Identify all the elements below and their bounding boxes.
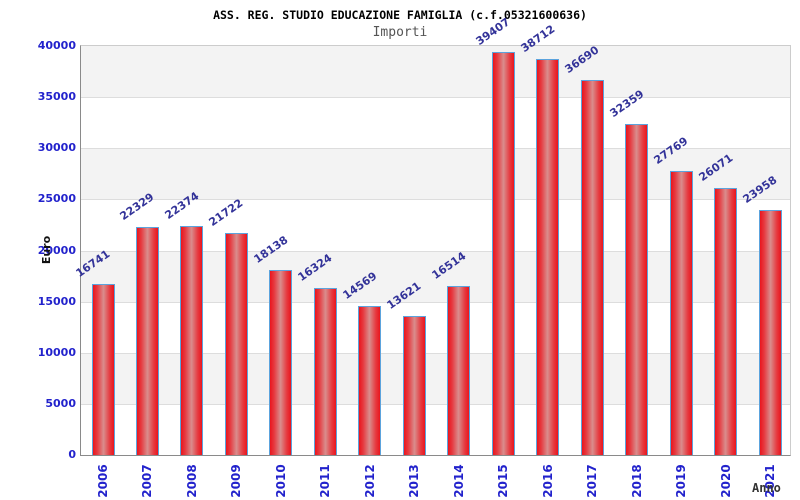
bar-2011 — [314, 288, 337, 455]
y-tick-label: 10000 — [37, 346, 76, 359]
bar-2017 — [581, 80, 604, 455]
x-tick-label: 2011 — [318, 464, 332, 498]
x-tick-label: 2010 — [274, 464, 288, 498]
x-tick-label: 2009 — [229, 464, 243, 498]
gridline — [81, 250, 790, 252]
x-tick-label: 2013 — [407, 464, 421, 498]
y-tick-label: 20000 — [37, 244, 76, 257]
x-tick-label: 2015 — [496, 464, 510, 498]
y-tick-label: 35000 — [37, 90, 76, 103]
gridline — [81, 352, 790, 354]
y-tick-label: 30000 — [37, 141, 76, 154]
y-tick-label: 40000 — [37, 39, 76, 52]
chart-title: ASS. REG. STUDIO EDUCAZIONE FAMIGLIA (c.… — [213, 8, 587, 22]
x-axis-title: Anno — [752, 481, 781, 495]
bar-2010 — [269, 270, 292, 455]
bar-2016 — [536, 59, 559, 455]
y-tick-label: 0 — [68, 448, 76, 461]
bar-2006 — [92, 284, 115, 455]
x-tick-label: 2007 — [140, 464, 154, 498]
bar-2020 — [714, 188, 737, 455]
chart-subtitle: Importi — [372, 25, 428, 40]
gridline — [81, 199, 790, 201]
x-tick-label: 2006 — [96, 464, 110, 498]
bar-2013 — [403, 316, 426, 455]
bar-2021 — [759, 210, 782, 455]
bar-2007 — [136, 227, 159, 455]
x-tick-label: 2012 — [363, 464, 377, 498]
gridline — [81, 301, 790, 303]
y-axis-title: Euro — [40, 235, 53, 265]
gridline — [81, 97, 790, 99]
bar-2018 — [625, 124, 648, 455]
x-tick-label: 2008 — [185, 464, 199, 498]
x-tick-label: 2017 — [585, 464, 599, 498]
background-band — [81, 46, 790, 98]
bar-2014 — [447, 286, 470, 455]
y-tick-label: 5000 — [45, 397, 76, 410]
y-tick-label: 15000 — [37, 295, 76, 308]
bar-2015 — [492, 52, 515, 455]
gridline — [81, 148, 790, 150]
plot-area — [80, 45, 791, 456]
y-tick-label: 25000 — [37, 192, 76, 205]
x-tick-label: 2019 — [674, 464, 688, 498]
bar-2019 — [670, 171, 693, 455]
x-tick-label: 2018 — [630, 464, 644, 498]
gridline — [81, 403, 790, 405]
x-tick-label: 2016 — [541, 464, 555, 498]
bar-2012 — [358, 306, 381, 455]
bar-2009 — [225, 233, 248, 455]
x-tick-label: 2014 — [452, 464, 466, 498]
x-tick-label: 2020 — [719, 464, 733, 498]
background-band — [81, 97, 790, 149]
bar-2008 — [180, 226, 203, 455]
